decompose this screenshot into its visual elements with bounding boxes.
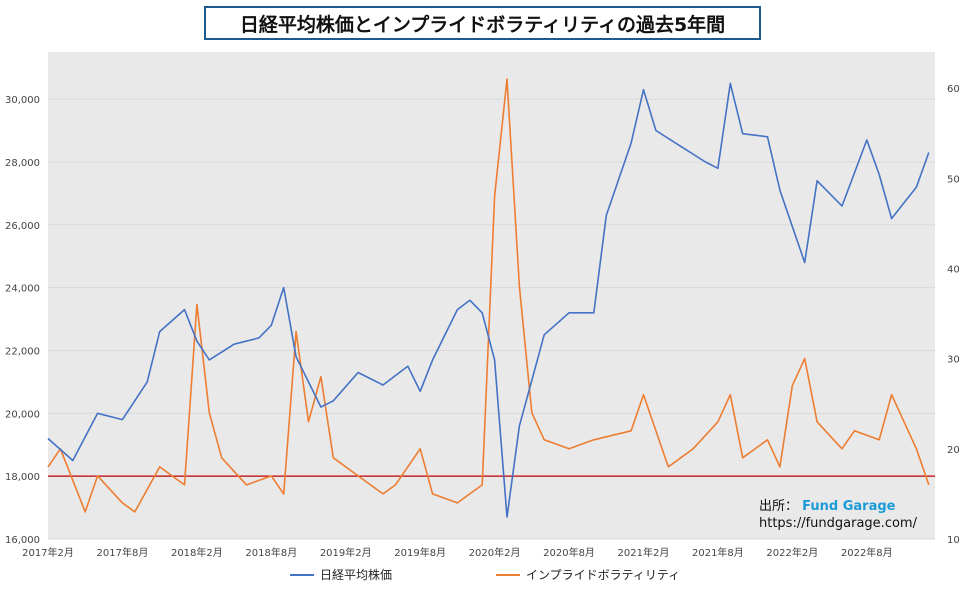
x-tick-label: 2022年2月: [766, 546, 818, 559]
legend-item-vi: インプライドボラティリティ: [496, 566, 680, 583]
legend-label-nikkei: 日経平均株価: [320, 568, 393, 582]
series-line-nikkei: [47, 82, 930, 518]
x-tick-label: 2020年8月: [543, 546, 595, 559]
x-tick-label: 2017年8月: [97, 546, 149, 559]
series-line-implied-volatility: [47, 78, 930, 513]
right-tick-label: 10: [947, 535, 960, 546]
x-tick-label: 2019年8月: [394, 546, 446, 559]
x-tick-label: 2018年8月: [245, 546, 297, 559]
x-tick-label: 2022年8月: [841, 546, 893, 559]
right-axis-labels: 10 20 30 40 50 60: [947, 84, 960, 546]
x-tick-label: 2018年2月: [171, 546, 223, 559]
legend-label-vi: インプライドボラティリティ: [526, 568, 681, 582]
right-tick-label: 50: [947, 174, 960, 185]
x-axis-labels: 2017年2月 2017年8月 2018年2月 2018年8月 2019年2月 2019年…: [22, 546, 893, 559]
plot-area: [48, 52, 935, 539]
source-url: https://fundgarage.com/: [759, 516, 917, 531]
left-tick-label: 30,000: [5, 95, 40, 106]
right-tick-label: 40: [947, 264, 960, 275]
right-tick-label: 20: [947, 445, 960, 456]
right-tick-label: 60: [947, 84, 960, 95]
left-tick-label: 18,000: [5, 472, 40, 483]
left-tick-label: 26,000: [5, 221, 40, 232]
chart-title: 日経平均株価とインプライドボラティリティの過去5年間: [204, 6, 761, 40]
right-tick-label: 30: [947, 355, 960, 366]
left-axis-labels: 16,000 18,000 20,000 22,000 24,000 26,000 28,0…: [5, 95, 40, 546]
left-tick-label: 24,000: [5, 284, 40, 295]
x-tick-label: 2021年8月: [692, 546, 744, 559]
left-tick-label: 28,000: [5, 158, 40, 169]
left-tick-label: 20,000: [5, 409, 40, 420]
left-tick-label: 16,000: [5, 535, 40, 546]
source-credit: 出所： Fund Garage: [759, 495, 895, 514]
source-brand: Fund Garage: [802, 499, 896, 514]
x-tick-label: 2021年2月: [618, 546, 670, 559]
x-tick-label: 2020年2月: [469, 546, 521, 559]
legend-swatch-nikkei: [290, 573, 314, 576]
x-tick-label: 2019年2月: [320, 546, 372, 559]
legend-swatch-vi: [496, 573, 520, 576]
legend-item-nikkei: 日経平均株価: [290, 566, 392, 583]
left-tick-label: 22,000: [5, 346, 40, 357]
source-label: 出所：: [759, 499, 799, 514]
x-tick-label: 2017年2月: [22, 546, 74, 559]
